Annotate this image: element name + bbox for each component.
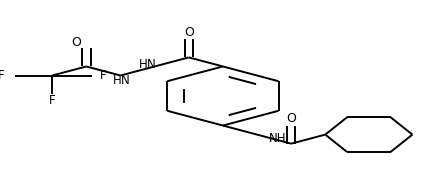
Text: O: O — [286, 112, 295, 125]
Text: O: O — [184, 26, 193, 39]
Text: F: F — [0, 69, 5, 82]
Text: H: H — [138, 58, 147, 71]
Text: H: H — [113, 74, 121, 87]
Text: N: N — [121, 74, 129, 87]
Text: F: F — [49, 94, 55, 107]
Text: F: F — [100, 69, 106, 82]
Text: NH: NH — [268, 132, 286, 145]
Text: O: O — [71, 36, 81, 49]
Text: N: N — [147, 58, 155, 71]
